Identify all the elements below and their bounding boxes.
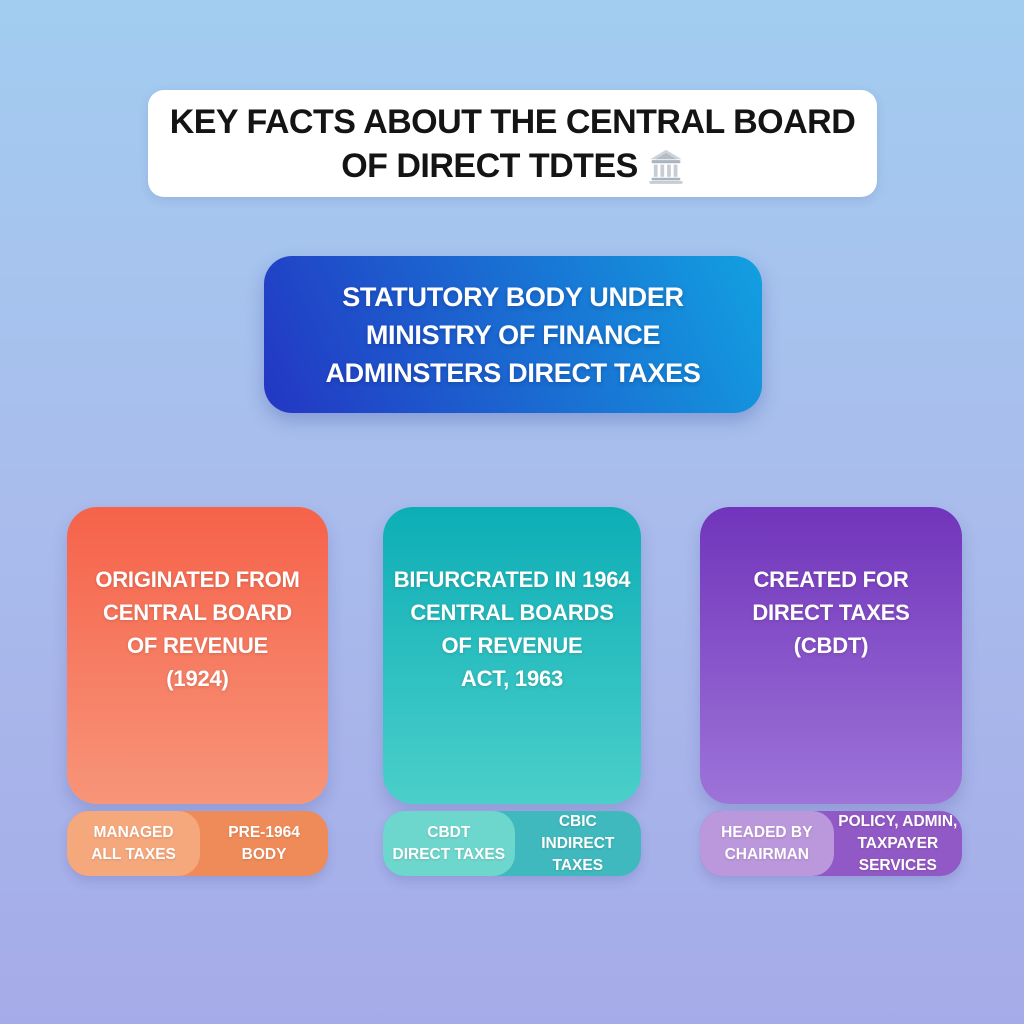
card-body: ORIGINATED FROM CENTRAL BOARD OF REVENUE… bbox=[67, 507, 328, 804]
badge-row: CBDT DIRECT TAXES CBIC INDIRECT TAXES bbox=[383, 811, 641, 876]
badge-left-label: MANAGED ALL TAXES bbox=[91, 823, 176, 863]
badge-row: HEADED BY CHAIRMAN POLICY, ADMIN, TAXPAY… bbox=[700, 811, 962, 876]
card-title: BIFURCRATED IN 1964 CENTRAL BOARDS OF RE… bbox=[393, 567, 631, 691]
badge-left-pill bbox=[700, 811, 834, 876]
card-title: CREATED FOR DIRECT TAXES (CBDT) bbox=[752, 567, 910, 658]
badge-left-pill bbox=[383, 811, 515, 876]
bank-icon bbox=[648, 148, 684, 184]
summary-card: STATUTORY BODY UNDER MINISTRY OF FINANCE… bbox=[264, 256, 762, 413]
badge-left-pill bbox=[67, 811, 201, 876]
badge-right-label: CBIC INDIRECT TAXES bbox=[541, 812, 615, 874]
card-body: CREATED FOR DIRECT TAXES (CBDT) bbox=[700, 507, 962, 804]
page-title-line2: OF DIRECT TDTES bbox=[341, 146, 638, 185]
info-card-cbdt: CREATED FOR DIRECT TAXES (CBDT) HEADED B… bbox=[700, 507, 962, 876]
badge-left-label: CBDT DIRECT TAXES bbox=[392, 823, 506, 863]
badge-left-label: HEADED BY CHAIRMAN bbox=[721, 823, 813, 863]
summary-text: STATUTORY BODY UNDER MINISTRY OF FINANCE… bbox=[325, 281, 701, 388]
badge-right-label: PRE-1964 BODY bbox=[228, 823, 300, 863]
card-title: ORIGINATED FROM CENTRAL BOARD OF REVENUE… bbox=[95, 567, 300, 691]
info-card-bifurcation: BIFURCRATED IN 1964 CENTRAL BOARDS OF RE… bbox=[383, 507, 641, 876]
badge-right-label: POLICY, ADMIN, TAXPAYER SERVICES bbox=[838, 812, 958, 874]
info-card-origin: ORIGINATED FROM CENTRAL BOARD OF REVENUE… bbox=[67, 507, 328, 876]
page-title-line1: KEY FACTS ABOUT THE CENTRAL BOARD bbox=[169, 102, 856, 141]
badge-row: MANAGED ALL TAXES PRE-1964 BODY bbox=[67, 811, 328, 876]
page-title-line2-wrap: OF DIRECT TDTES bbox=[341, 144, 684, 188]
card-body: BIFURCRATED IN 1964 CENTRAL BOARDS OF RE… bbox=[383, 507, 641, 804]
title-banner: KEY FACTS ABOUT THE CENTRAL BOARD OF DIR… bbox=[148, 90, 877, 197]
